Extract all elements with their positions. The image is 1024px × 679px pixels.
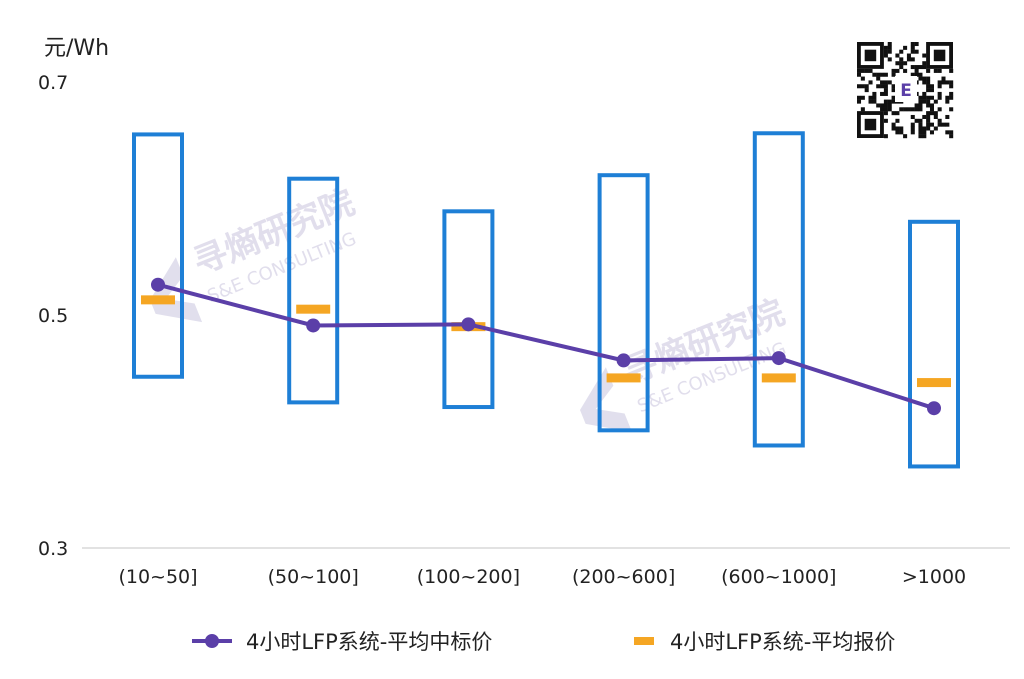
y-tick-label-0: 0.3 [38, 538, 68, 560]
range-box-4 [752, 131, 805, 448]
avg-award-line [151, 277, 941, 416]
avg-award-point-1 [306, 318, 321, 333]
x-tick-label-5: >1000 [902, 566, 966, 588]
qr-code: E [857, 42, 954, 139]
legend-award-label: 4小时LFP系统-平均中标价 [246, 630, 492, 654]
watermark-2: 寻熵研究院 S&E CONSULTING [580, 292, 790, 433]
range-box-0 [132, 132, 184, 379]
x-tick-label-4: (600~1000] [721, 566, 836, 588]
y-ticks: 0.3 0.5 0.7 [38, 72, 68, 560]
avg-award-point-5 [927, 401, 941, 416]
x-ticks: (10~50] (50~100] (100~200] (200~600] (600~10… [118, 566, 966, 588]
avg-bid-marker-3 [606, 373, 641, 383]
legend: 4小时LFP系统-平均中标价 4小时LFP系统-平均报价 [192, 630, 895, 654]
legend-bid-marker [634, 637, 654, 645]
watermark-logo-icon [150, 257, 203, 323]
range-boxes [132, 131, 960, 469]
avg-award-polyline [157, 282, 935, 411]
avg-award-point-3 [616, 353, 631, 368]
y-tick-label-2: 0.7 [38, 72, 68, 94]
avg-award-point-4 [771, 351, 786, 366]
y-axis-label: 元/Wh [44, 36, 109, 61]
range-box-5 [908, 219, 960, 469]
avg-bid-marker-1 [296, 304, 331, 314]
legend-item-award: 4小时LFP系统-平均中标价 [192, 630, 492, 654]
legend-item-bid: 4小时LFP系统-平均报价 [634, 630, 895, 654]
x-tick-label-1: (50~100] [268, 566, 359, 588]
watermark-logo-icon [580, 367, 633, 433]
avg-bid-marker-5 [917, 378, 951, 388]
legend-award-dot [205, 634, 219, 648]
range-box-2 [442, 209, 495, 410]
y-tick-label-1: 0.5 [38, 305, 68, 327]
avg-award-point-2 [461, 317, 476, 332]
legend-bid-label: 4小时LFP系统-平均报价 [670, 630, 895, 654]
avg-bid-marker-4 [761, 373, 796, 383]
avg-award-point-0 [151, 277, 165, 292]
range-box-1 [287, 176, 340, 405]
avg-bid-marker-0 [141, 295, 175, 305]
qr-center-letter: E [900, 81, 912, 101]
x-tick-label-3: (200~600] [572, 566, 675, 588]
x-tick-label-2: (100~200] [417, 566, 520, 588]
x-tick-label-0: (10~50] [118, 566, 197, 588]
range-box-3 [597, 173, 650, 433]
